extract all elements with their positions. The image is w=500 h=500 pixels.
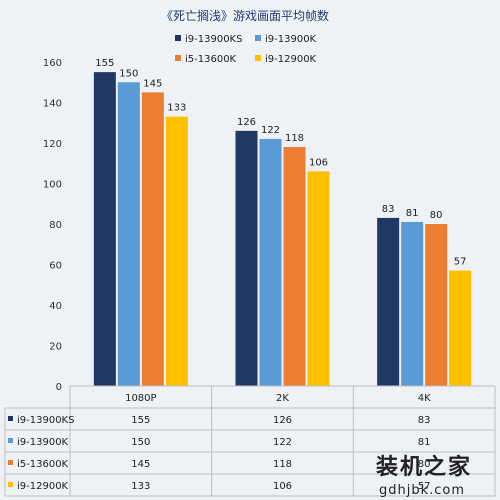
table-value: 106 (273, 481, 292, 492)
data-label: 145 (143, 78, 162, 89)
bar (165, 116, 188, 387)
table-value: 83 (418, 415, 431, 426)
data-label: 118 (285, 133, 304, 144)
bar (259, 138, 282, 386)
table-value: 122 (273, 437, 292, 448)
bars: 155 150 145 133 126 122 118 106 83 81 80 57 (70, 58, 495, 387)
y-tick-label: 40 (49, 301, 62, 312)
bar (117, 82, 140, 386)
table-value: 155 (131, 415, 150, 426)
y-tick-label: 80 (49, 220, 62, 231)
y-tick-label: 160 (43, 58, 62, 69)
bar (401, 221, 424, 386)
table-swatch (8, 460, 13, 465)
table-series-label: i9-13900KS (17, 415, 74, 426)
table-series-label: i5-13600K (17, 459, 69, 470)
y-tick-label: 140 (43, 99, 62, 110)
table-value: 145 (131, 459, 150, 470)
bar (93, 72, 116, 386)
bar (425, 224, 448, 386)
table-series-label: i9-13900K (17, 437, 69, 448)
table-value: 57 (418, 481, 431, 492)
table-value: 126 (273, 415, 292, 426)
y-tick-label: 60 (49, 261, 62, 272)
data-label: 150 (119, 68, 138, 79)
legend-swatch (255, 55, 261, 61)
data-label: 106 (309, 157, 328, 168)
data-label: 155 (95, 58, 114, 69)
legend-label: i9-13900KS (185, 34, 242, 45)
data-label: 133 (167, 103, 186, 114)
table-swatch (8, 438, 13, 443)
legend-swatch (255, 35, 261, 41)
y-tick-label: 20 (49, 342, 62, 353)
data-label: 57 (454, 257, 467, 268)
data-label: 80 (430, 210, 443, 221)
table-swatch (8, 416, 13, 421)
bar (141, 92, 164, 386)
bar (377, 217, 400, 386)
bar (449, 270, 472, 386)
bar (235, 130, 258, 386)
table-series-label: i9-12900K (17, 481, 69, 492)
table-swatch (8, 482, 13, 487)
y-tick-label: 120 (43, 139, 62, 150)
bar (283, 147, 306, 386)
data-table: 1080P 2K 4K i9-13900KS 155 126 83 i9-13900K 150 1… (4, 385, 496, 497)
legend-label: i5-13600K (185, 54, 237, 65)
legend: i9-13900KS i9-13900K i5-13600K i9-12900K (175, 34, 317, 65)
table-value: 150 (131, 437, 150, 448)
category-label: 1080P (125, 393, 156, 404)
legend-swatch (175, 55, 181, 61)
legend-label: i9-12900K (265, 54, 317, 65)
category-label: 2K (276, 393, 289, 404)
data-label: 122 (261, 125, 280, 136)
category-label: 4K (418, 393, 431, 404)
watermark-sub: gdhjbk.com (379, 483, 465, 498)
data-label: 81 (406, 208, 419, 219)
legend-swatch (175, 35, 181, 41)
table-value: 133 (131, 481, 150, 492)
data-label: 83 (382, 204, 395, 215)
y-tick-label: 100 (43, 180, 62, 191)
table-value: 80 (418, 459, 431, 470)
watermark-main: 装机之家 (376, 454, 472, 480)
bar (307, 171, 330, 386)
y-axis: 0 20 40 60 80 100 120 140 160 (43, 58, 62, 393)
y-tick-label: 0 (56, 382, 62, 393)
table-value: 81 (418, 437, 431, 448)
legend-label: i9-13900K (265, 34, 317, 45)
data-label: 126 (237, 117, 256, 128)
chart-title: 《死亡搁浅》游戏画面平均帧数 (161, 8, 329, 23)
table-value: 118 (273, 459, 292, 470)
watermark: 装机之家 gdhjbk.com (376, 454, 472, 498)
